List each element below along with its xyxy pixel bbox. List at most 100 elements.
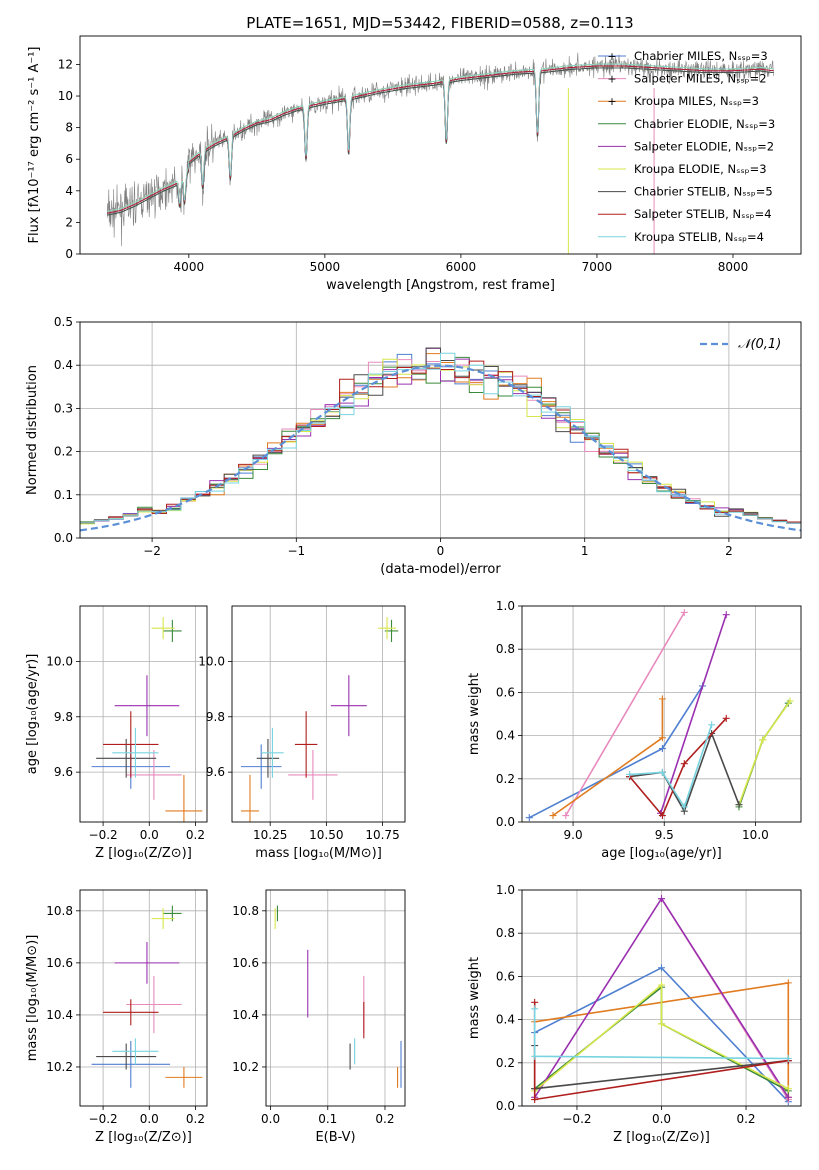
grid <box>80 606 207 822</box>
x-tick-label: −0.2 <box>89 828 118 842</box>
x-tick-label: 1 <box>581 544 589 558</box>
legend-marker: + <box>607 73 616 86</box>
y-axis-label: mass weight <box>467 957 482 1039</box>
y-tick-label: 0.1 <box>54 488 73 502</box>
axes-frame <box>79 889 208 1107</box>
x-tick-label: 0.0 <box>261 1112 280 1126</box>
y-tick-label: 10.6 <box>232 956 259 970</box>
axes-frame <box>231 605 406 823</box>
y-tick-label: 8 <box>65 121 73 135</box>
axes-frame <box>79 35 802 255</box>
weight-lines <box>531 895 792 1106</box>
legend-label: Kroupa MILES, Nₛₛₚ=3 <box>634 94 759 108</box>
weight-series-line <box>629 724 713 809</box>
y-tick-label: 10.2 <box>46 1060 73 1074</box>
y-tick-label: 10.8 <box>232 904 259 918</box>
error-bars <box>274 905 402 1088</box>
weight-point-marker <box>525 814 533 822</box>
weight-point-marker <box>658 1020 665 1028</box>
weight-point-marker <box>562 812 570 820</box>
y-tick-label: 6 <box>65 152 73 166</box>
weight-point-marker <box>531 998 539 1006</box>
y-tick-label: 1.0 <box>496 883 515 897</box>
x-tick-label: 2 <box>725 544 733 558</box>
x-tick-label: 10.50 <box>309 828 343 842</box>
y-axis-label: Flux [fλ10⁻¹⁷ erg cm⁻² s⁻¹ A⁻¹] <box>27 47 42 244</box>
x-tick-label: 0 <box>437 544 445 558</box>
x-tick-label: 9.0 <box>564 828 583 842</box>
weight-point-marker <box>531 1096 539 1104</box>
y-tick-label: 0.2 <box>496 772 515 786</box>
y-tick-label: 0.4 <box>496 1013 515 1027</box>
metallicity-age-panel: −0.2 0.0 0.2 9.6 9.8 10.0 Z [log₁₀(Z/Z⊙)] age [… <box>25 605 208 861</box>
y-tick-label: 0.2 <box>54 445 73 459</box>
y-tick-label: 0.8 <box>496 642 515 656</box>
model-spectrum-line <box>107 67 774 216</box>
x-tick-label: 7000 <box>582 260 613 274</box>
grid <box>522 605 801 823</box>
x-axis-label: Z [log₁₀(Z/Z⊙)] <box>95 846 192 861</box>
legend-marker: + <box>607 50 616 63</box>
legend-marker: + <box>607 95 616 108</box>
x-tick-label: 0.0 <box>140 1112 159 1126</box>
y-tick-label: 0.0 <box>496 815 515 829</box>
weight-point-marker <box>658 812 666 820</box>
weight-point-marker <box>722 714 730 722</box>
error-bars <box>91 617 203 822</box>
weight-point-marker <box>658 745 666 753</box>
x-tick-label: 10.25 <box>253 828 287 842</box>
metallicity-mass-weight-panel: −0.2 0.0 0.2 0.0 0.2 0.4 0.6 0.8 1.0 Z [log₁₀(Z/Z… <box>467 883 802 1145</box>
y-tick-label: 0 <box>65 247 73 261</box>
x-axis-label: mass [log₁₀(M/M⊙)] <box>255 846 382 861</box>
weight-point-marker <box>658 895 665 903</box>
observed-spectrum-line <box>106 52 774 247</box>
weight-point-marker <box>722 611 730 619</box>
x-tick-label: 0.2 <box>186 828 205 842</box>
x-tick-label: −0.2 <box>89 1112 118 1126</box>
y-tick-label: 4 <box>65 184 73 198</box>
ticks: −0.2 0.0 0.2 10.2 10.4 10.6 10.8 <box>46 904 205 1126</box>
weight-point-marker <box>759 736 767 744</box>
x-tick-label: 8000 <box>718 260 749 274</box>
y-tick-label: 0.0 <box>496 1099 515 1113</box>
x-tick-label: 0.1 <box>318 1112 337 1126</box>
grid <box>232 606 405 822</box>
x-tick-label: 9.5 <box>655 828 674 842</box>
weight-point-marker <box>680 803 688 811</box>
x-tick-label: 0.2 <box>736 1112 755 1126</box>
weight-point-marker <box>531 1005 539 1013</box>
y-tick-label: 9.6 <box>54 765 73 779</box>
y-tick-label: 0.3 <box>54 401 73 415</box>
x-tick-label: −0.2 <box>562 1112 591 1126</box>
y-axis-label: age [log₁₀(age/yr)] <box>25 654 40 775</box>
y-tick-label: 10.4 <box>46 1008 73 1022</box>
histograms <box>80 347 801 538</box>
legend-label: Chabrier ELODIE, Nₛₛₚ=3 <box>634 117 775 131</box>
x-tick-label: 5000 <box>310 260 341 274</box>
legend-label: 𝒩(0,1) <box>738 337 781 352</box>
metallicity-mass-panel: −0.2 0.0 0.2 10.2 10.4 10.6 10.8 Z [log₁₀(Z/Z⊙)… <box>25 889 208 1145</box>
y-tick-label: 9.8 <box>206 710 225 724</box>
x-tick-label: 4000 <box>174 260 205 274</box>
weight-point-marker <box>708 721 716 729</box>
x-tick-label: 0.2 <box>186 1112 205 1126</box>
weight-point-marker <box>658 964 665 972</box>
weight-point-marker <box>784 1054 792 1062</box>
weight-series-line <box>565 612 685 816</box>
weight-point-marker <box>658 695 666 703</box>
spectrum-panel: 4000 5000 6000 7000 8000 0 2 4 6 8 10 12 wavelength … <box>27 35 802 293</box>
weight-point-marker <box>680 760 688 768</box>
x-axis-label: Z [log₁₀(Z/Z⊙)] <box>613 1130 710 1145</box>
grid <box>266 890 405 1106</box>
x-tick-label: 6000 <box>446 260 477 274</box>
weight-point-marker <box>784 1085 792 1093</box>
weight-point-marker <box>784 979 792 987</box>
legend-label: Chabrier STELIB, Nₛₛₚ=5 <box>634 185 773 199</box>
weight-series-line <box>659 614 727 814</box>
y-tick-label: 0.2 <box>496 1056 515 1070</box>
x-axis-label: E(B-V) <box>315 1130 355 1145</box>
legend-label: Salpeter ELODIE, Nₛₛₚ=2 <box>634 139 774 153</box>
y-tick-label: 10.0 <box>198 654 225 668</box>
y-axis-label: mass weight <box>467 673 482 755</box>
